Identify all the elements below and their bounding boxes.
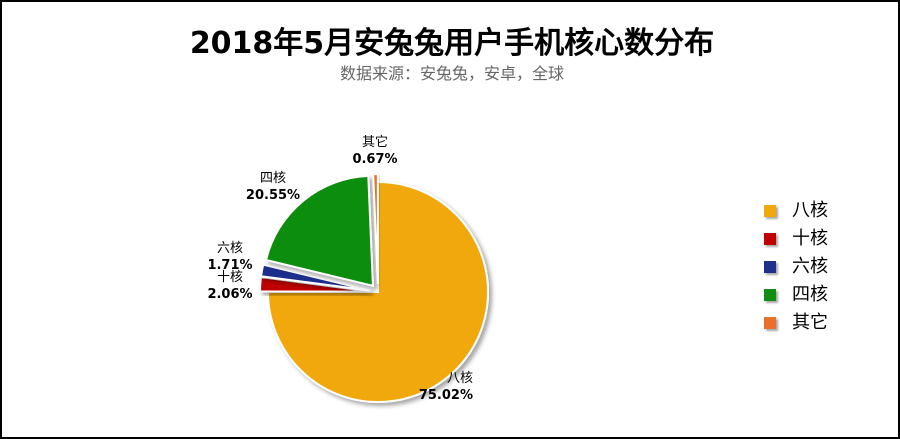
pie-labels: 八核 75.02% 十核 2.06% 六核 1.71% 四核 20.55% 其它 0.67% [207,134,473,403]
slice-percent-label: 1.71% [207,258,252,273]
legend-swatch [764,289,776,301]
slice-name-label: 八核 [447,371,473,386]
slice-name-label: 十核 [217,270,243,285]
legend-label: 其它 [792,312,828,333]
legend-swatch [764,233,776,245]
slice-name-label: 其它 [362,134,388,150]
legend-label: 十核 [792,228,828,249]
slice-percent-label: 2.06% [207,287,252,302]
pie-slice-3 [259,263,371,292]
pie-slice-1 [266,180,489,403]
legend-label: 六核 [792,256,828,277]
pie-slices [259,173,489,403]
pie-slice-5 [372,173,379,285]
slice-percent-label: 20.55% [246,188,300,203]
legend-label: 四核 [792,284,828,305]
slice-percent-label: 75.02% [419,388,473,403]
legend-swatch [764,317,776,329]
legend-label: 八核 [792,200,828,221]
chart-subtitle: 数据来源：安兔兔，安卓，全球 [339,64,564,83]
slice-name-label: 四核 [260,171,286,186]
pie-slice-4 [264,174,374,288]
legend-swatch [764,205,776,217]
legend-swatch [764,261,776,273]
chart-title: 2018年5月安兔兔用户手机核心数分布 [189,26,715,61]
slice-name-label: 六核 [217,241,243,256]
slice-percent-label: 0.67% [352,152,397,167]
